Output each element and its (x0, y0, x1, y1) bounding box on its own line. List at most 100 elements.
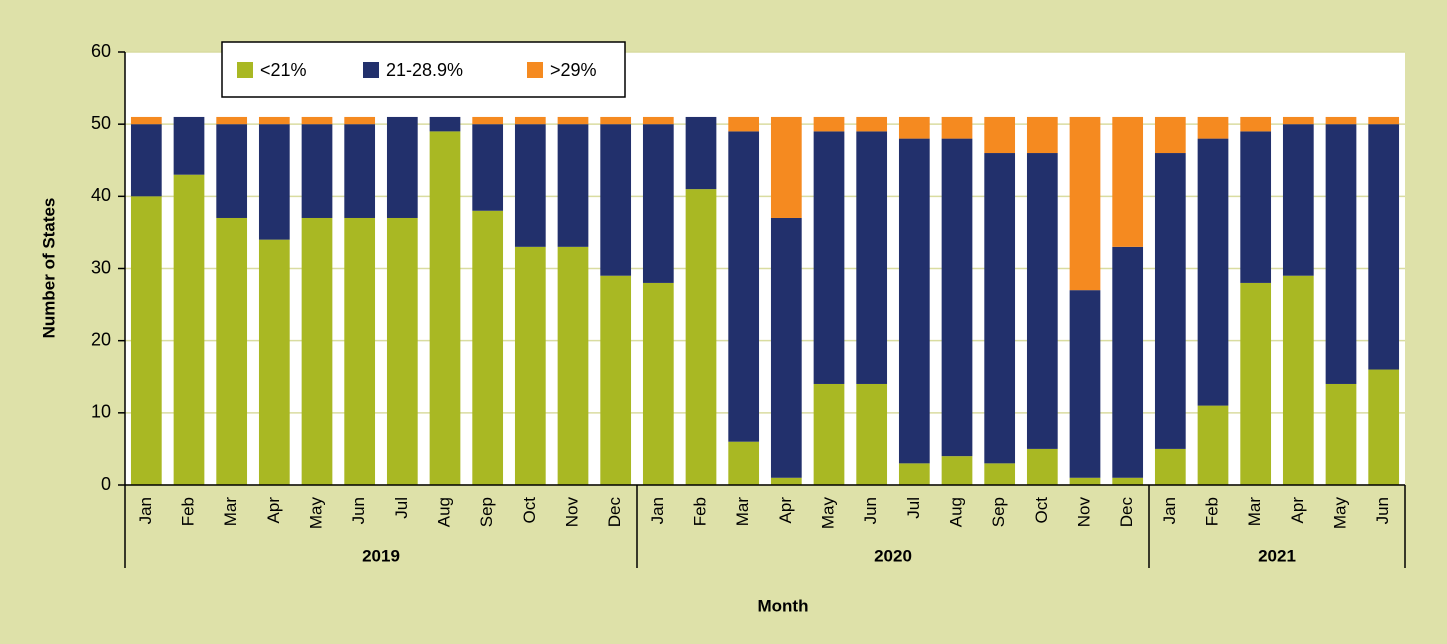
bar-segment (1240, 131, 1272, 283)
legend-swatch (527, 62, 543, 78)
bar-segment (1026, 448, 1058, 485)
bar-segment (856, 383, 888, 485)
x-tick-label: Apr (776, 497, 795, 524)
x-tick-label: Jan (1160, 497, 1179, 524)
bar-segment (173, 174, 205, 485)
bar-segment (1282, 124, 1314, 276)
bar-segment (301, 217, 333, 485)
bar-segment (216, 124, 248, 218)
y-tick-label: 0 (101, 474, 111, 494)
legend-label: <21% (260, 60, 307, 80)
bar-segment (344, 116, 376, 125)
bar-segment (642, 116, 674, 125)
legend-swatch (363, 62, 379, 78)
bar-segment (557, 124, 589, 247)
bar-segment (728, 131, 760, 442)
bar-segment (1368, 369, 1400, 485)
x-tick-label: Dec (1117, 497, 1136, 528)
bar-segment (258, 124, 290, 240)
x-tick-label: Jul (904, 497, 923, 519)
x-tick-label: May (1330, 497, 1349, 530)
bar-segment (514, 124, 546, 247)
bar-segment (130, 196, 162, 486)
bar-segment (1154, 116, 1186, 154)
bar-segment (770, 116, 802, 218)
bar-segment (1368, 116, 1400, 125)
bar-segment (130, 116, 162, 125)
x-tick-label: Aug (434, 497, 453, 527)
bar-segment (685, 116, 717, 190)
bar-segment (216, 217, 248, 485)
bar-segment (1069, 116, 1101, 291)
bar-segment (898, 138, 930, 464)
bar-segment (770, 477, 802, 485)
bar-segment (173, 116, 205, 175)
bar-segment (1026, 116, 1058, 154)
bar-segment (1154, 153, 1186, 449)
x-tick-label: Feb (690, 497, 709, 526)
x-tick-label: Jun (349, 497, 368, 524)
bar-segment (1112, 116, 1144, 247)
bar-segment (984, 116, 1016, 154)
legend-label: >29% (550, 60, 597, 80)
y-tick-label: 30 (91, 257, 111, 277)
x-axis-title: Month (758, 596, 809, 615)
bar-segment (642, 124, 674, 283)
bar-segment (600, 124, 632, 276)
group-label: 2020 (874, 546, 912, 565)
bar-segment (984, 153, 1016, 464)
group-label: 2021 (1258, 546, 1296, 565)
bar-segment (514, 116, 546, 125)
bar-segment (557, 246, 589, 485)
x-tick-label: Sep (989, 497, 1008, 527)
x-tick-label: Mar (733, 497, 752, 527)
bar-segment (1112, 477, 1144, 485)
bar-segment (344, 217, 376, 485)
x-tick-label: Jun (1373, 497, 1392, 524)
bar-segment (600, 275, 632, 485)
bar-segment (856, 131, 888, 384)
bar-segment (1325, 383, 1357, 485)
legend (221, 41, 626, 98)
x-tick-label: May (306, 497, 325, 530)
bar-segment (472, 116, 504, 125)
x-tick-label: Sep (477, 497, 496, 527)
bar-segment (1282, 275, 1314, 485)
bar-segment (728, 116, 760, 132)
bar-segment (1240, 282, 1272, 485)
bar-segment (856, 116, 888, 132)
bar-segment (1197, 116, 1229, 139)
bar-segment (472, 124, 504, 211)
bar-segment (898, 116, 930, 139)
bar-segment (429, 116, 461, 132)
x-tick-label: Jun (861, 497, 880, 524)
bar-segment (557, 116, 589, 125)
bar-segment (941, 138, 973, 457)
bar-segment (429, 131, 461, 485)
bar-segment (130, 124, 162, 197)
bar-segment (1069, 477, 1101, 485)
x-tick-label: Oct (520, 497, 539, 524)
bar-segment (1112, 246, 1144, 478)
y-tick-label: 50 (91, 113, 111, 133)
x-tick-label: Apr (1288, 497, 1307, 524)
group-label: 2019 (362, 546, 400, 565)
x-tick-label: Apr (264, 497, 283, 524)
x-tick-label: Jan (136, 497, 155, 524)
y-axis-title: Number of States (39, 198, 58, 339)
y-tick-label: 10 (91, 402, 111, 422)
x-tick-label: Nov (1074, 497, 1093, 528)
bar-segment (1197, 138, 1229, 406)
x-tick-label: Jul (392, 497, 411, 519)
bar-segment (898, 463, 930, 485)
y-tick-label: 60 (91, 41, 111, 61)
y-tick-label: 40 (91, 185, 111, 205)
x-tick-label: Feb (178, 497, 197, 526)
bar-segment (813, 383, 845, 485)
bar-segment (1197, 405, 1229, 485)
x-tick-label: May (818, 497, 837, 530)
legend-swatch (237, 62, 253, 78)
bar-segment (685, 189, 717, 485)
bar-segment (642, 282, 674, 485)
